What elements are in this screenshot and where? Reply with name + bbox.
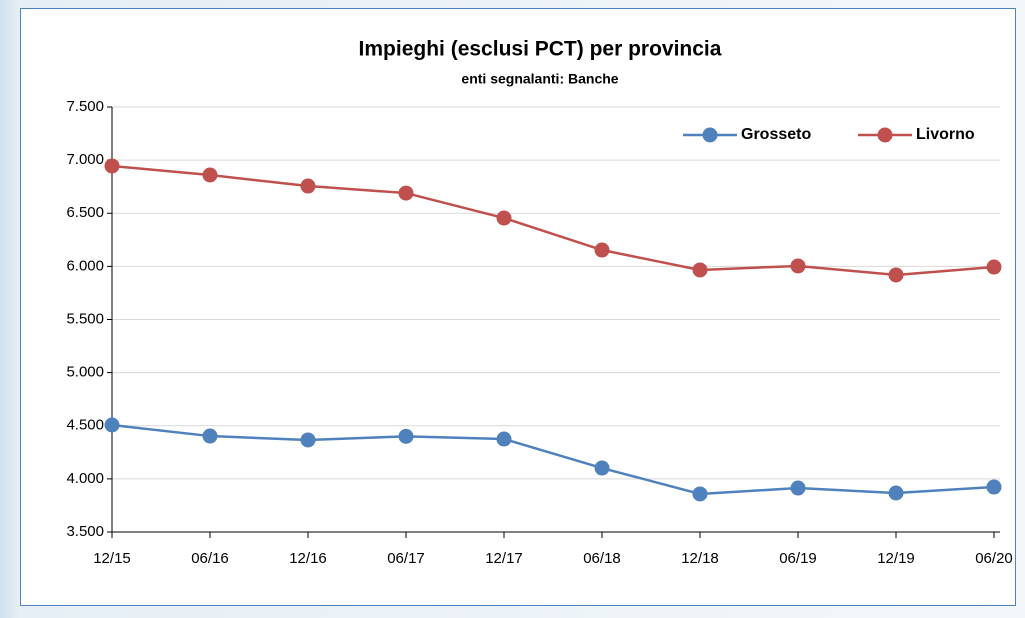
x-tick-label: 12/15 xyxy=(93,550,131,567)
y-tick-label: 4.000 xyxy=(66,470,104,487)
data-point xyxy=(594,242,610,258)
data-point xyxy=(888,485,904,501)
y-tick-label: 7.000 xyxy=(66,151,104,168)
x-tick-label: 12/16 xyxy=(289,550,327,567)
x-tick-label: 12/18 xyxy=(681,550,719,567)
data-point xyxy=(496,431,512,447)
x-tick-label: 12/19 xyxy=(877,550,915,567)
x-tick-label: 06/16 xyxy=(191,550,229,567)
data-point xyxy=(104,417,120,433)
data-point xyxy=(300,432,316,448)
series-line xyxy=(111,423,995,496)
series-line xyxy=(111,164,995,277)
y-tick-label: 6.000 xyxy=(66,257,104,274)
x-tick-label: 06/17 xyxy=(387,550,425,567)
data-point xyxy=(594,460,610,476)
x-tick-label: 06/18 xyxy=(583,550,621,567)
x-tick-label: 06/20 xyxy=(975,550,1013,567)
chart-title: Impieghi (esclusi PCT) per provincia xyxy=(359,38,722,61)
y-tick-label: 6.500 xyxy=(66,204,104,221)
data-point xyxy=(496,210,512,226)
legend-marker xyxy=(702,127,718,143)
y-tick-label: 5.000 xyxy=(66,364,104,381)
x-tick-label: 06/19 xyxy=(779,550,817,567)
data-point xyxy=(202,167,218,183)
legend-label: Grosseto xyxy=(741,126,811,143)
data-point xyxy=(202,428,218,444)
data-point xyxy=(104,158,120,174)
chart-panel xyxy=(20,8,1016,606)
x-tick-label: 12/17 xyxy=(485,550,523,567)
y-tick-label: 5.500 xyxy=(66,310,104,327)
data-point xyxy=(790,258,806,274)
y-tick-label: 3.500 xyxy=(66,523,104,540)
chart-subtitle: enti segnalanti: Banche xyxy=(461,71,618,87)
y-tick-label: 7.500 xyxy=(66,98,104,115)
data-point xyxy=(692,486,708,502)
data-point xyxy=(888,267,904,283)
legend-marker xyxy=(877,127,893,143)
data-point xyxy=(790,480,806,496)
data-point xyxy=(986,479,1002,495)
y-tick-label: 4.500 xyxy=(66,417,104,434)
data-point xyxy=(692,262,708,278)
data-point xyxy=(398,428,414,444)
data-point xyxy=(300,178,316,194)
legend-label: Livorno xyxy=(916,126,975,143)
data-point xyxy=(986,259,1002,275)
data-point xyxy=(398,185,414,201)
